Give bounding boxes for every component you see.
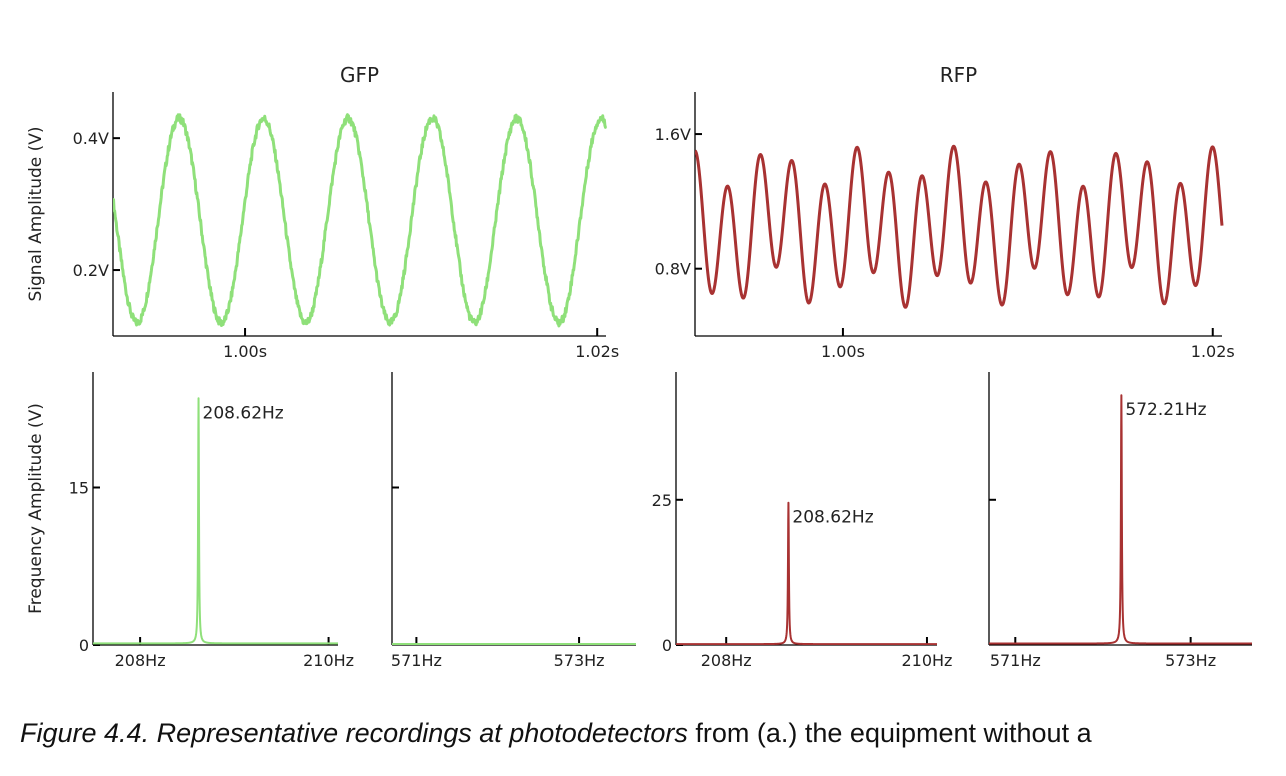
gfp-spectrum-572-panel: 571Hz 573Hz	[391, 372, 636, 670]
x-tick-label: 571Hz	[990, 651, 1041, 670]
x-tick-label: 210Hz	[303, 651, 354, 670]
series-line	[93, 397, 339, 645]
x-tick-label: 210Hz	[901, 651, 952, 670]
gfp-signal-panel: 0.2V 0.4V 1.00s 1.02s GFP Signal Amplitude (V…	[26, 63, 619, 361]
y-tick-label: 0.2V	[73, 261, 109, 280]
series-line	[676, 501, 938, 645]
rfp-signal-panel: 0.8V 1.6V 1.00s 1.02s RFP	[655, 63, 1235, 361]
caption-italic: Figure 4.4. Representative recordings at…	[20, 718, 688, 748]
y-tick-label: 0	[79, 636, 89, 655]
x-tick-label: 1.02s	[1191, 342, 1235, 361]
y-tick-label: 0.4V	[73, 129, 109, 148]
y-axis-label: Signal Amplitude (V)	[26, 126, 46, 301]
series-line	[113, 113, 608, 328]
y-tick-label: 1.6V	[655, 125, 691, 144]
rfp-spectrum-208-panel: 0 25 208Hz 210Hz 208.62Hz	[652, 372, 952, 670]
y-tick-label: 0	[662, 636, 672, 655]
y-tick-label: 25	[652, 491, 672, 510]
x-tick-label: 573Hz	[1165, 651, 1216, 670]
x-tick-label: 1.00s	[223, 342, 267, 361]
panel-title: RFP	[940, 63, 977, 87]
x-tick-label: 208Hz	[115, 651, 166, 670]
x-tick-label: 573Hz	[554, 651, 605, 670]
peak-label: 208.62Hz	[792, 508, 873, 528]
y-tick-label: 0.8V	[655, 260, 691, 279]
x-tick-label: 1.02s	[575, 342, 619, 361]
caption-regular: from (a.) the equipment without a	[687, 718, 1092, 748]
rfp-spectrum-572-panel: 571Hz 573Hz 572.21Hz	[988, 372, 1253, 670]
gfp-spectrum-208-panel: 0 15 208Hz 210Hz Frequency Amplitude (V) 208.…	[26, 372, 354, 670]
y-axis-label: Frequency Amplitude (V)	[26, 403, 46, 614]
peak-label: 572.21Hz	[1125, 400, 1206, 420]
series-line	[989, 394, 1253, 645]
series-line	[695, 144, 1224, 309]
figure-caption: Figure 4.4. Representative recordings at…	[20, 718, 1270, 749]
x-tick-label: 208Hz	[701, 651, 752, 670]
y-tick-label: 15	[69, 479, 89, 498]
x-tick-label: 571Hz	[391, 651, 442, 670]
x-tick-label: 1.00s	[821, 342, 865, 361]
peak-label: 208.62Hz	[203, 403, 284, 423]
figure: 0.2V 0.4V 1.00s 1.02s GFP Signal Amplitude (V…	[26, 63, 1253, 670]
panel-title: GFP	[340, 63, 379, 87]
